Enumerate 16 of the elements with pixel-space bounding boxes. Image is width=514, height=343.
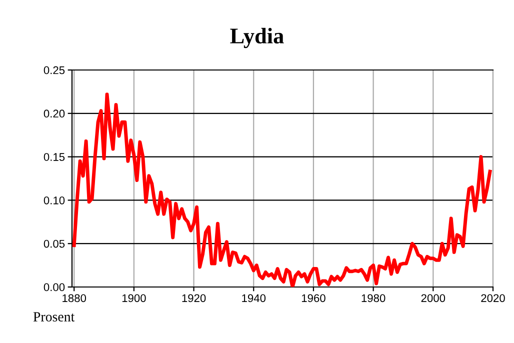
y-tick-label: 0.15 <box>44 153 65 161</box>
chart-title: Lydia <box>230 28 284 48</box>
y-tick-label: 0.10 <box>44 196 65 204</box>
x-tick-label: 2000 <box>421 294 446 302</box>
y-tick-label: 0.00 <box>44 283 65 292</box>
x-tick-label: 1880 <box>62 294 86 302</box>
x-tick-label: 1920 <box>182 294 206 302</box>
x-tick-label: 1940 <box>242 294 266 302</box>
y-tick-label: 0.05 <box>44 240 65 248</box>
y-axis-title: Prosent <box>33 312 75 322</box>
y-tick-label: 0.25 <box>44 66 65 74</box>
x-tick-label: 2020 <box>481 294 505 302</box>
x-tick-label: 1960 <box>302 294 326 302</box>
x-tick-label: 1900 <box>122 294 146 302</box>
y-tick-label: 0.20 <box>44 110 65 118</box>
x-tick-label: 1980 <box>362 294 386 302</box>
